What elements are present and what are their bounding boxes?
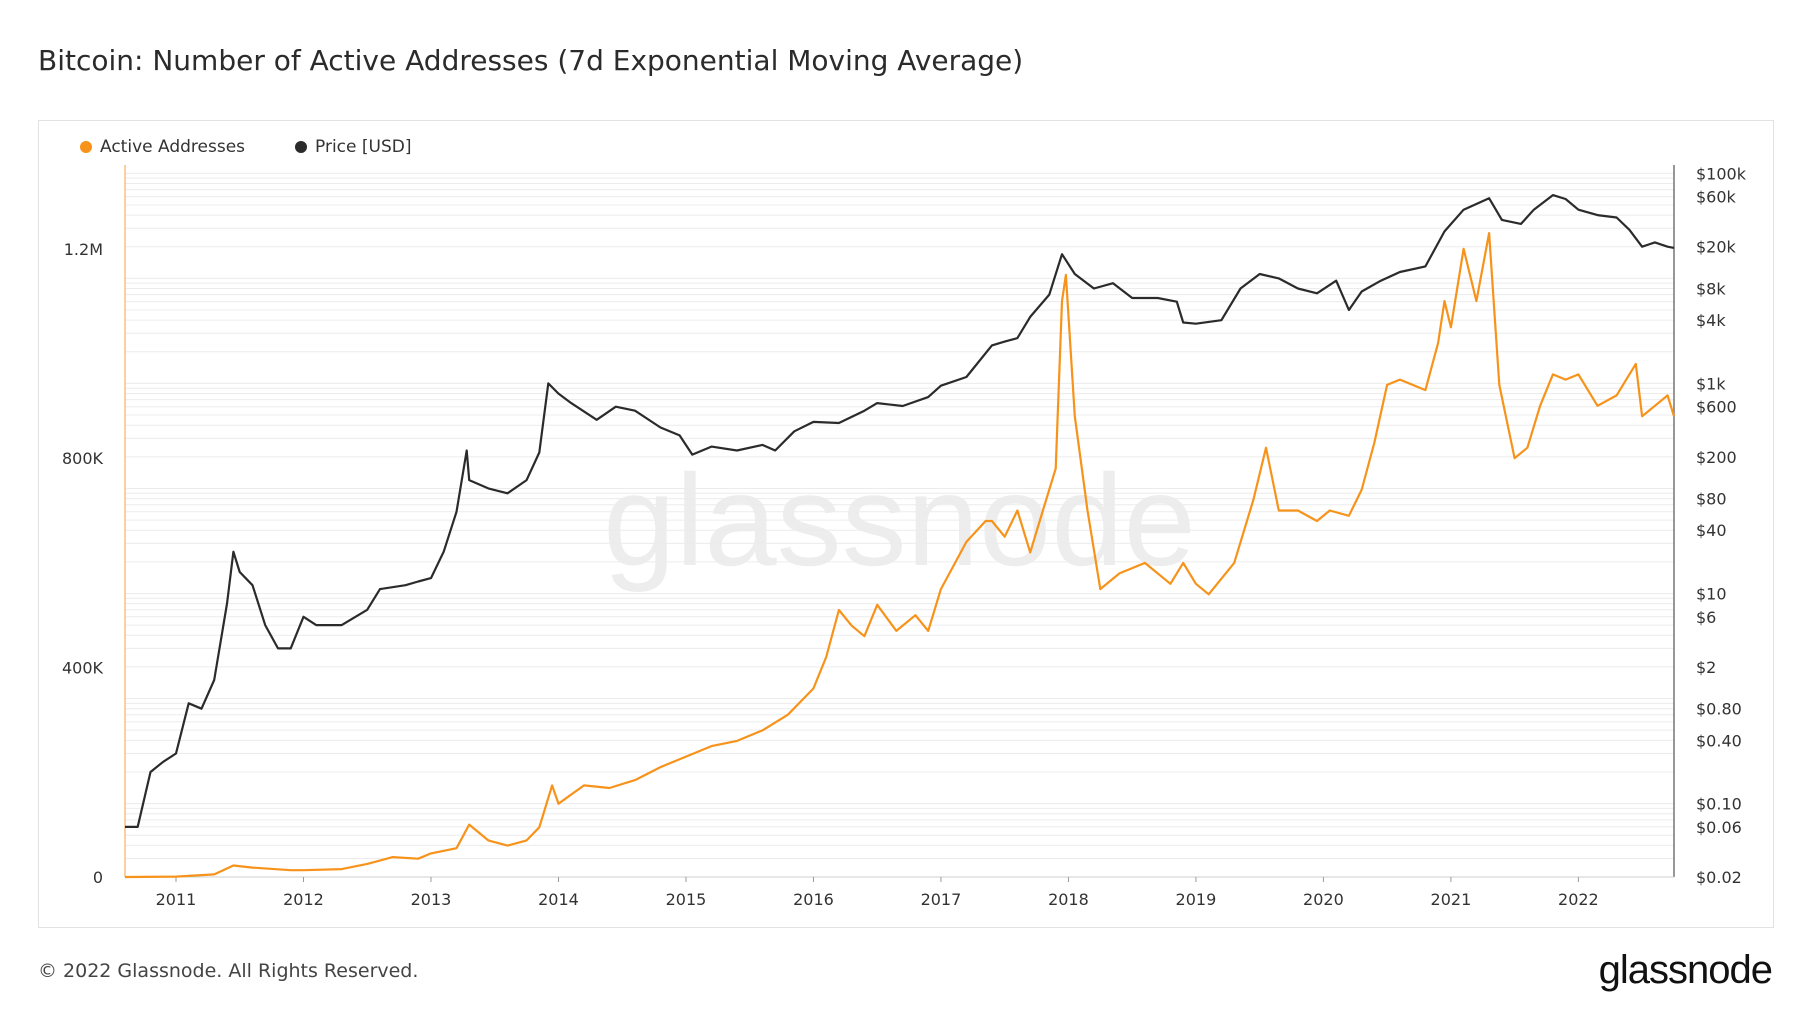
y-right-tick-label: $2 <box>1696 658 1716 677</box>
legend-item-active-addresses[interactable]: Active Addresses <box>80 137 245 157</box>
y-left-tick-label: 400K <box>62 659 104 678</box>
x-tick-label: 2011 <box>156 890 197 909</box>
brand-logo: glassnode <box>1598 948 1773 992</box>
x-tick-label: 2014 <box>538 890 579 909</box>
y-right-tick-label: $0.40 <box>1696 731 1742 750</box>
y-right-tick-label: $8k <box>1696 280 1726 299</box>
x-tick-label: 2021 <box>1431 890 1472 909</box>
y-right-tick-label: $40 <box>1696 521 1727 540</box>
x-tick-label: 2019 <box>1176 890 1217 909</box>
x-tick-label: 2018 <box>1048 890 1089 909</box>
series-line-price <box>125 194 1675 828</box>
y-right-tick-label: $200 <box>1696 448 1737 467</box>
y-right-tick-label: $20k <box>1696 238 1737 257</box>
y-right-tick-label: $600 <box>1696 398 1737 417</box>
x-tick-label: 2017 <box>921 890 962 909</box>
y-right-tick-label: $4k <box>1696 311 1726 330</box>
y-left-tick-label: 1.2M <box>64 240 103 259</box>
x-tick-label: 2022 <box>1558 890 1599 909</box>
x-tick-label: 2015 <box>666 890 707 909</box>
x-tick-label: 2020 <box>1303 890 1344 909</box>
legend-dot-price <box>295 141 308 153</box>
legend-dot-active <box>80 141 92 153</box>
copyright-footer: © 2022 Glassnode. All Rights Reserved. <box>38 960 419 982</box>
series-line-active-addresses <box>124 232 1676 879</box>
x-tick-label: 2016 <box>793 890 834 909</box>
y-left-tick-label: 0 <box>93 868 103 887</box>
chart-title: Bitcoin: Number of Active Addresses (7d … <box>38 44 1024 77</box>
y-right-tick-label: $0.10 <box>1696 795 1742 814</box>
x-tick-label: 2012 <box>283 890 324 909</box>
legend-label-price: Price [USD] <box>315 137 412 157</box>
y-right-tick-label: $6 <box>1696 608 1716 627</box>
y-right-tick-label: $80 <box>1696 490 1727 509</box>
y-right-tick-label: $0.02 <box>1696 868 1742 887</box>
y-left-tick-label: 800K <box>62 449 104 468</box>
y-right-tick-label: $0.80 <box>1696 700 1742 719</box>
legend-item-price[interactable]: Price [USD] <box>295 137 411 157</box>
y-right-tick-label: $10 <box>1696 584 1727 603</box>
legend-label-active: Active Addresses <box>100 137 246 157</box>
x-tick-label: 2013 <box>411 890 452 909</box>
y-right-tick-label: $1k <box>1696 374 1726 393</box>
y-right-tick-label: $60k <box>1696 188 1737 207</box>
y-right-tick-label: $100k <box>1696 164 1747 183</box>
chart-legend: Active Addresses Price [USD] <box>80 137 411 157</box>
y-right-tick-label: $0.06 <box>1696 818 1742 837</box>
